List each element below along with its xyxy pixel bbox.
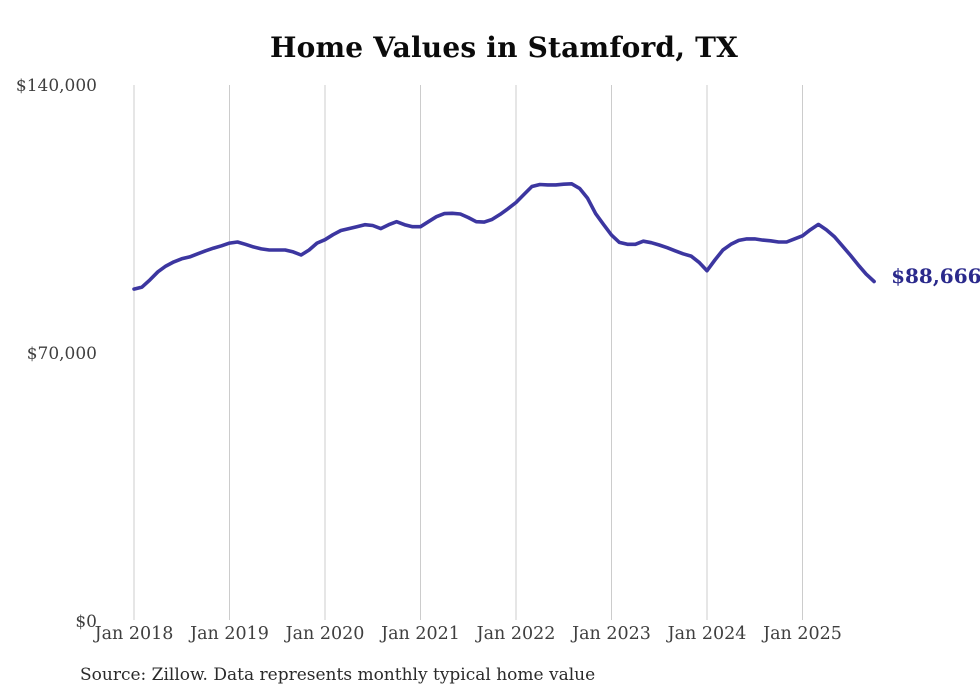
x-tick-label: Jan 2018 [94, 624, 174, 644]
x-tick-label: Jan 2025 [763, 624, 842, 644]
home-value-line [132, 182, 876, 291]
y-tick-label: $140,000 [15, 76, 97, 96]
x-tick-label: Jan 2022 [476, 624, 556, 644]
source-note: Source: Zillow. Data represents monthly … [80, 665, 596, 685]
chart-title: Home Values in Stamford, TX [269, 31, 739, 64]
x-tick-label: Jan 2021 [381, 624, 460, 644]
x-tick-label: Jan 2024 [667, 624, 747, 644]
y-tick-label: $70,000 [26, 344, 97, 364]
x-tick-label: Jan 2023 [572, 624, 651, 644]
latest-value-label: $88,666 [891, 263, 980, 288]
x-tick-label: Jan 2020 [285, 624, 365, 644]
x-tick-label: Jan 2019 [190, 624, 269, 644]
gridlines [133, 85, 803, 620]
y-tick-label: $0 [75, 612, 97, 632]
